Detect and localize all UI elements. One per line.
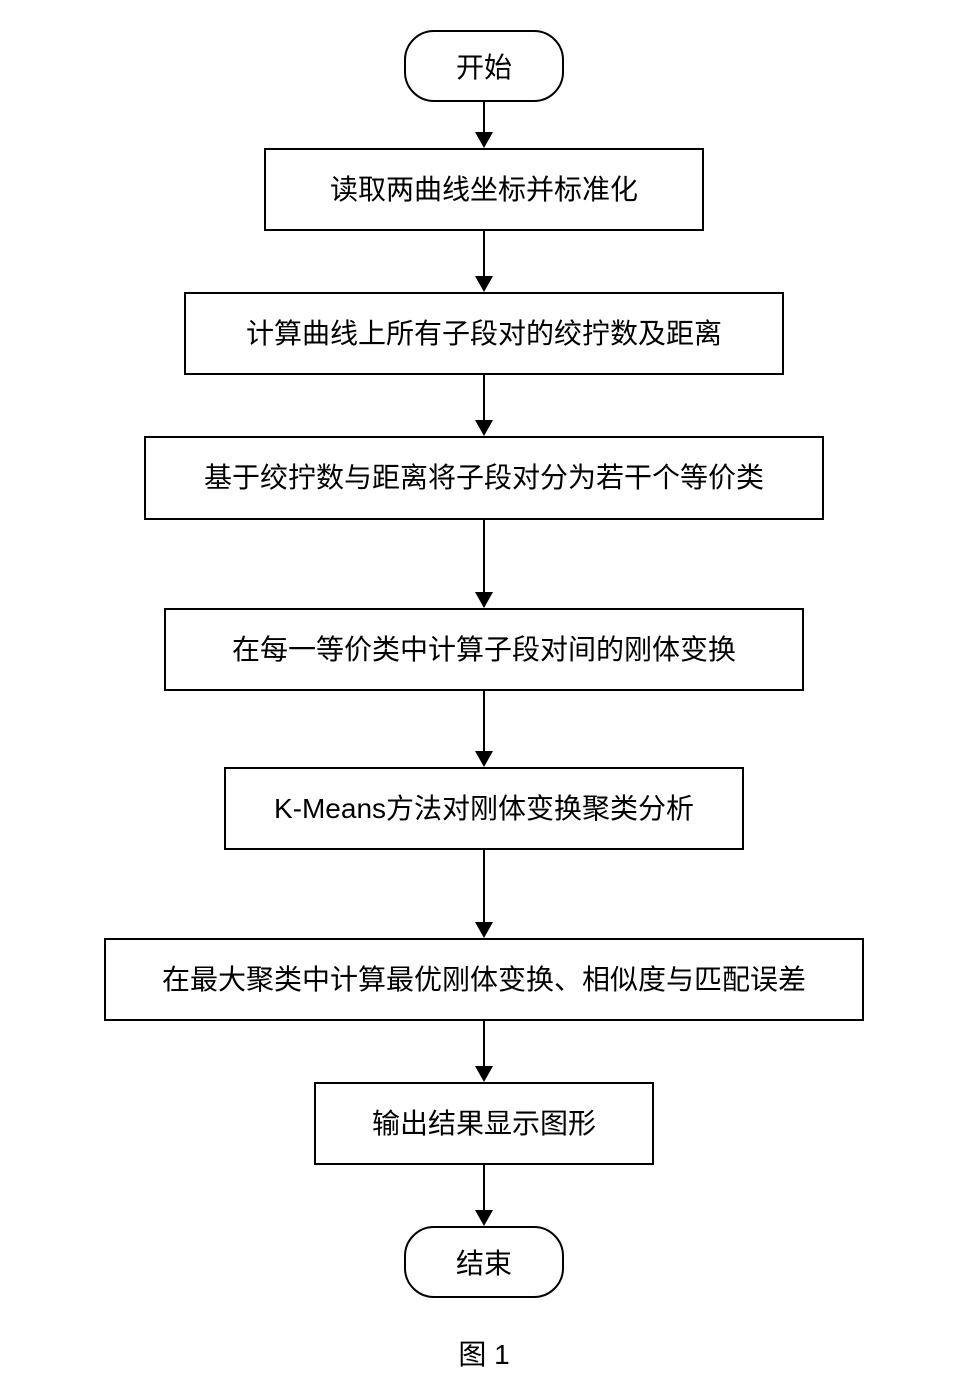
arrow-line bbox=[483, 375, 485, 420]
arrow-head-icon bbox=[475, 751, 493, 767]
caption-text: 图 1 bbox=[458, 1339, 509, 1370]
step6-process: 在最大聚类中计算最优刚体变换、相似度与匹配误差 bbox=[104, 938, 864, 1021]
arrow-line bbox=[483, 231, 485, 276]
arrow-line bbox=[483, 520, 485, 592]
end-terminal: 结束 bbox=[404, 1226, 564, 1298]
step1-process: 读取两曲线坐标并标准化 bbox=[264, 148, 704, 231]
arrow-7 bbox=[475, 1165, 493, 1226]
arrow-head-icon bbox=[475, 1066, 493, 1082]
start-label: 开始 bbox=[456, 52, 512, 83]
step4-label: 在每一等价类中计算子段对间的刚体变换 bbox=[232, 634, 736, 665]
figure-caption: 图 1 bbox=[458, 1333, 509, 1373]
arrow-head-icon bbox=[475, 132, 493, 148]
step2-process: 计算曲线上所有子段对的绞拧数及距离 bbox=[184, 292, 784, 375]
arrow-line bbox=[483, 102, 485, 132]
arrow-head-icon bbox=[475, 1210, 493, 1226]
step7-label: 输出结果显示图形 bbox=[372, 1108, 596, 1139]
arrow-6 bbox=[475, 1021, 493, 1082]
arrow-line bbox=[483, 1165, 485, 1210]
start-terminal: 开始 bbox=[404, 30, 564, 102]
arrow-line bbox=[483, 850, 485, 922]
arrow-head-icon bbox=[475, 922, 493, 938]
arrow-head-icon bbox=[475, 592, 493, 608]
flowchart-container: 开始 读取两曲线坐标并标准化 计算曲线上所有子段对的绞拧数及距离 基于绞拧数与距… bbox=[0, 0, 968, 1373]
step3-process: 基于绞拧数与距离将子段对分为若干个等价类 bbox=[144, 436, 824, 519]
arrow-1 bbox=[475, 231, 493, 292]
arrow-line bbox=[483, 1021, 485, 1066]
step6-label: 在最大聚类中计算最优刚体变换、相似度与匹配误差 bbox=[162, 964, 806, 995]
step3-label: 基于绞拧数与距离将子段对分为若干个等价类 bbox=[204, 462, 764, 493]
step5-process: K-Means方法对刚体变换聚类分析 bbox=[224, 767, 744, 850]
arrow-2 bbox=[475, 375, 493, 436]
arrow-head-icon bbox=[475, 420, 493, 436]
arrow-0 bbox=[475, 102, 493, 148]
step5-label: K-Means方法对刚体变换聚类分析 bbox=[274, 793, 694, 824]
arrow-3 bbox=[475, 520, 493, 608]
step1-label: 读取两曲线坐标并标准化 bbox=[330, 174, 638, 205]
end-label: 结束 bbox=[456, 1248, 512, 1279]
arrow-4 bbox=[475, 691, 493, 767]
arrow-line bbox=[483, 691, 485, 751]
arrow-head-icon bbox=[475, 276, 493, 292]
step7-process: 输出结果显示图形 bbox=[314, 1082, 654, 1165]
arrow-5 bbox=[475, 850, 493, 938]
step4-process: 在每一等价类中计算子段对间的刚体变换 bbox=[164, 608, 804, 691]
step2-label: 计算曲线上所有子段对的绞拧数及距离 bbox=[246, 318, 722, 349]
